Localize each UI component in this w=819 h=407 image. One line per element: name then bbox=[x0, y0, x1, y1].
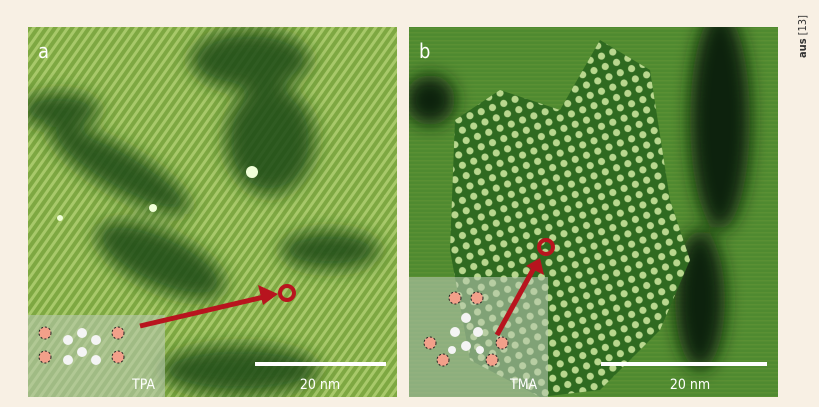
page: a b TPA TMA 20 nm 20 nm aus[13] (() => {… bbox=[0, 0, 819, 407]
scale-bar-label: 20 nm bbox=[670, 377, 710, 393]
credit-prefix: aus bbox=[796, 38, 809, 58]
inset-label: TPA bbox=[131, 377, 155, 393]
credit: aus [13] bbox=[796, 15, 809, 58]
inset-label: TMA bbox=[509, 377, 538, 393]
scale-bar-label: 20 nm bbox=[300, 377, 340, 393]
panel-label: b bbox=[419, 39, 430, 63]
figure: a b TPA TMA 20 nm 20 nm aus [13] bbox=[0, 0, 819, 407]
panel-label: a bbox=[38, 39, 49, 63]
credit-ref: [13] bbox=[796, 15, 809, 35]
